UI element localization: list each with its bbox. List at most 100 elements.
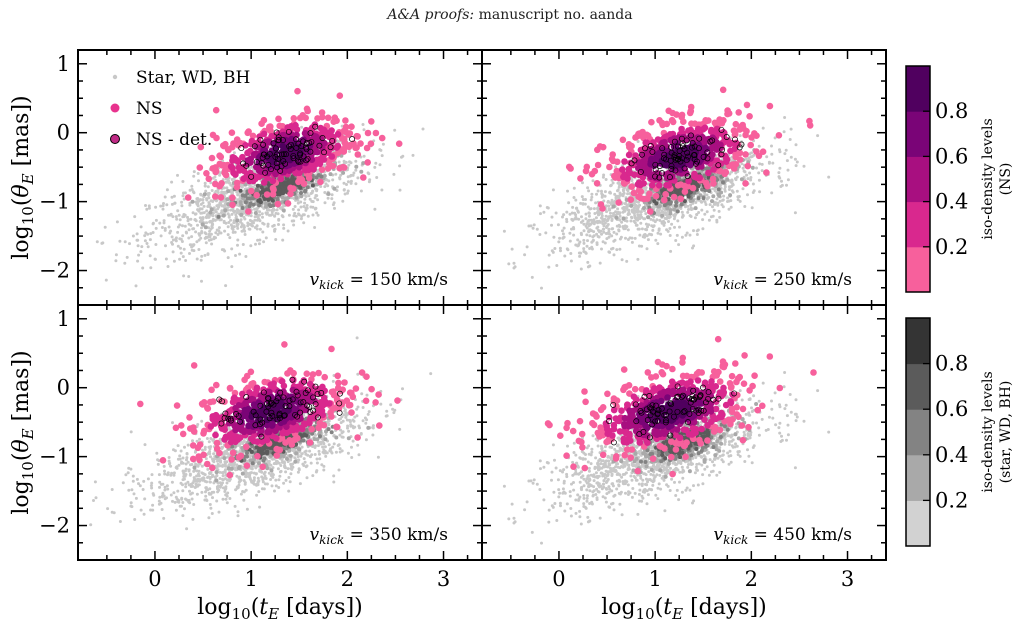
point-star-wd-bh — [200, 279, 203, 283]
point-star-wd-bh — [586, 239, 589, 243]
point-star-wd-bh-core — [698, 193, 703, 198]
point-star-wd-bh — [164, 244, 167, 248]
point-star-wd-bh — [188, 252, 191, 255]
point-star-wd-bh — [234, 254, 237, 257]
point-star-wd-bh — [701, 227, 705, 231]
point-star-wd-bh-core — [668, 201, 673, 206]
point-star-wd-bh — [222, 221, 226, 224]
point-star-wd-bh — [175, 217, 179, 221]
point-star-wd-bh — [745, 173, 749, 177]
point-star-wd-bh — [630, 209, 634, 213]
point-ns — [395, 140, 403, 147]
point-ns-detected — [297, 151, 304, 158]
point-star-wd-bh — [646, 225, 649, 229]
point-ns-detected — [306, 140, 313, 147]
point-ns — [184, 194, 192, 201]
point-star-wd-bh — [180, 200, 184, 204]
point-ns — [256, 133, 263, 140]
point-star-wd-bh — [572, 186, 576, 190]
point-star-wd-bh-core — [202, 192, 207, 197]
point-star-wd-bh — [192, 227, 196, 231]
point-ns-detected — [278, 151, 285, 158]
point-ns — [232, 171, 239, 178]
point-star-wd-bh — [705, 197, 709, 201]
point-star-wd-bh-core — [725, 177, 730, 182]
point-star-wd-bh — [144, 204, 147, 207]
point-star-wd-bh — [587, 264, 591, 268]
point-star-wd-bh-core — [719, 190, 724, 195]
point-star-wd-bh — [380, 188, 384, 192]
point-ns — [614, 158, 621, 166]
point-star-wd-bh — [192, 243, 196, 247]
point-star-wd-bh-core — [299, 194, 304, 199]
point-star-wd-bh — [757, 178, 761, 182]
point-star-wd-bh — [784, 148, 788, 152]
point-star-wd-bh — [248, 184, 252, 188]
point-star-wd-bh — [296, 201, 300, 205]
point-star-wd-bh — [720, 203, 724, 207]
point-star-wd-bh — [630, 240, 634, 244]
point-star-wd-bh — [633, 199, 637, 203]
point-star-wd-bh-core — [248, 201, 253, 206]
point-ns — [686, 109, 694, 117]
point-ns-detected — [280, 158, 287, 165]
point-star-wd-bh — [233, 209, 237, 213]
point-star-wd-bh — [587, 211, 591, 215]
point-star-wd-bh — [291, 207, 295, 211]
point-star-wd-bh — [570, 211, 574, 215]
point-star-wd-bh — [686, 204, 690, 208]
point-star-wd-bh — [185, 231, 188, 235]
point-star-wd-bh — [586, 205, 590, 209]
point-star-wd-bh — [703, 200, 707, 204]
point-star-wd-bh — [579, 267, 583, 271]
point-star-wd-bh — [603, 221, 607, 225]
point-star-wd-bh-core — [305, 185, 310, 190]
point-ns — [677, 181, 685, 188]
point-star-wd-bh-core — [281, 187, 286, 192]
point-star-wd-bh — [605, 204, 608, 208]
point-star-wd-bh — [717, 183, 721, 187]
point-star-wd-bh — [199, 192, 203, 196]
point-ns — [691, 170, 698, 178]
point-star-wd-bh — [607, 250, 611, 254]
point-ns — [727, 147, 734, 155]
point-star-wd-bh — [170, 180, 174, 184]
point-star-wd-bh — [195, 240, 199, 244]
point-star-wd-bh — [673, 215, 677, 219]
point-star-wd-bh — [777, 171, 781, 175]
y-tick-label: −1 — [39, 190, 70, 214]
point-star-wd-bh — [610, 247, 613, 251]
point-star-wd-bh — [816, 134, 820, 138]
point-star-wd-bh — [700, 208, 704, 212]
point-star-wd-bh — [212, 235, 216, 239]
point-star-wd-bh — [254, 242, 257, 246]
point-star-wd-bh — [203, 236, 207, 240]
point-star-wd-bh — [656, 242, 660, 246]
point-ns — [661, 196, 668, 204]
point-star-wd-bh — [354, 159, 358, 163]
point-star-wd-bh — [611, 200, 614, 204]
point-star-wd-bh — [544, 231, 548, 235]
point-ns — [212, 167, 220, 175]
point-ns-detected — [286, 143, 293, 150]
point-star-wd-bh-core — [361, 161, 366, 166]
point-ns-detected — [273, 129, 280, 136]
point-star-wd-bh-core — [200, 222, 205, 227]
point-star-wd-bh — [342, 188, 346, 192]
point-star-wd-bh — [218, 218, 222, 222]
point-star-wd-bh — [362, 128, 366, 132]
point-star-wd-bh — [551, 188, 555, 192]
point-star-wd-bh — [343, 192, 347, 196]
point-star-wd-bh — [527, 224, 531, 228]
point-star-wd-bh — [585, 244, 589, 248]
point-star-wd-bh — [230, 226, 234, 230]
point-star-wd-bh — [718, 180, 722, 184]
point-star-wd-bh-core — [702, 173, 707, 178]
point-star-wd-bh — [293, 211, 297, 215]
point-ns — [635, 193, 642, 200]
point-star-wd-bh — [795, 160, 799, 164]
point-star-wd-bh — [226, 179, 230, 183]
point-star-wd-bh — [584, 212, 588, 216]
point-ns — [683, 136, 690, 143]
